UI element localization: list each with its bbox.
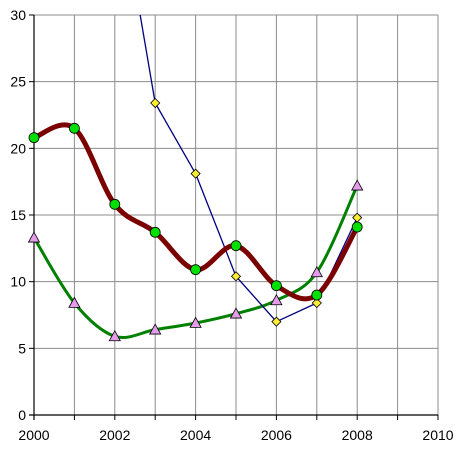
y-tick-label: 25 xyxy=(10,74,26,90)
x-tick-label: 2008 xyxy=(342,427,373,443)
circle-marker xyxy=(230,240,242,252)
diamond-marker xyxy=(190,168,201,179)
triangle-marker xyxy=(351,179,364,191)
circle-marker xyxy=(69,122,80,134)
grid xyxy=(33,14,439,416)
diamond-marker xyxy=(311,297,322,309)
circle-marker xyxy=(311,289,323,301)
circle-marker xyxy=(270,280,282,292)
triangle-marker xyxy=(27,231,41,243)
series-line-diamond xyxy=(139,15,358,323)
circle-marker xyxy=(351,221,363,233)
triangle-marker xyxy=(68,296,81,308)
y-tick-label: 10 xyxy=(10,274,26,290)
y-tick-label: 0 xyxy=(18,407,26,423)
triangle-marker xyxy=(229,307,243,319)
y-tick-label: 15 xyxy=(10,207,26,223)
x-tick-label: 2006 xyxy=(261,427,292,443)
circle-marker xyxy=(28,132,40,144)
x-tick-label: 2010 xyxy=(422,427,453,443)
x-tick-label: 2004 xyxy=(180,427,211,443)
diamond-marker xyxy=(271,316,282,327)
triangle-marker xyxy=(108,330,121,342)
axes xyxy=(29,14,439,420)
y-tick-label: 20 xyxy=(10,140,26,156)
tick-labels: 0 5 10 15 20 25 30 2000 2002 2004 2006 2008 2010 xyxy=(10,7,453,443)
y-tick-label: 5 xyxy=(18,340,26,356)
triangle-marker xyxy=(189,316,202,328)
y-tick-label: 30 xyxy=(10,7,26,23)
circle-marker xyxy=(190,264,202,276)
triangle-marker xyxy=(310,266,323,278)
x-tick-label: 2002 xyxy=(99,427,130,443)
triangle-marker xyxy=(149,323,162,335)
diamond-marker xyxy=(150,97,161,109)
x-tick-label: 2000 xyxy=(18,427,49,443)
triangle-marker xyxy=(270,294,283,306)
circle-marker xyxy=(149,226,161,238)
data-markers xyxy=(27,97,364,342)
circle-marker xyxy=(109,198,121,210)
diamond-marker xyxy=(230,271,242,282)
